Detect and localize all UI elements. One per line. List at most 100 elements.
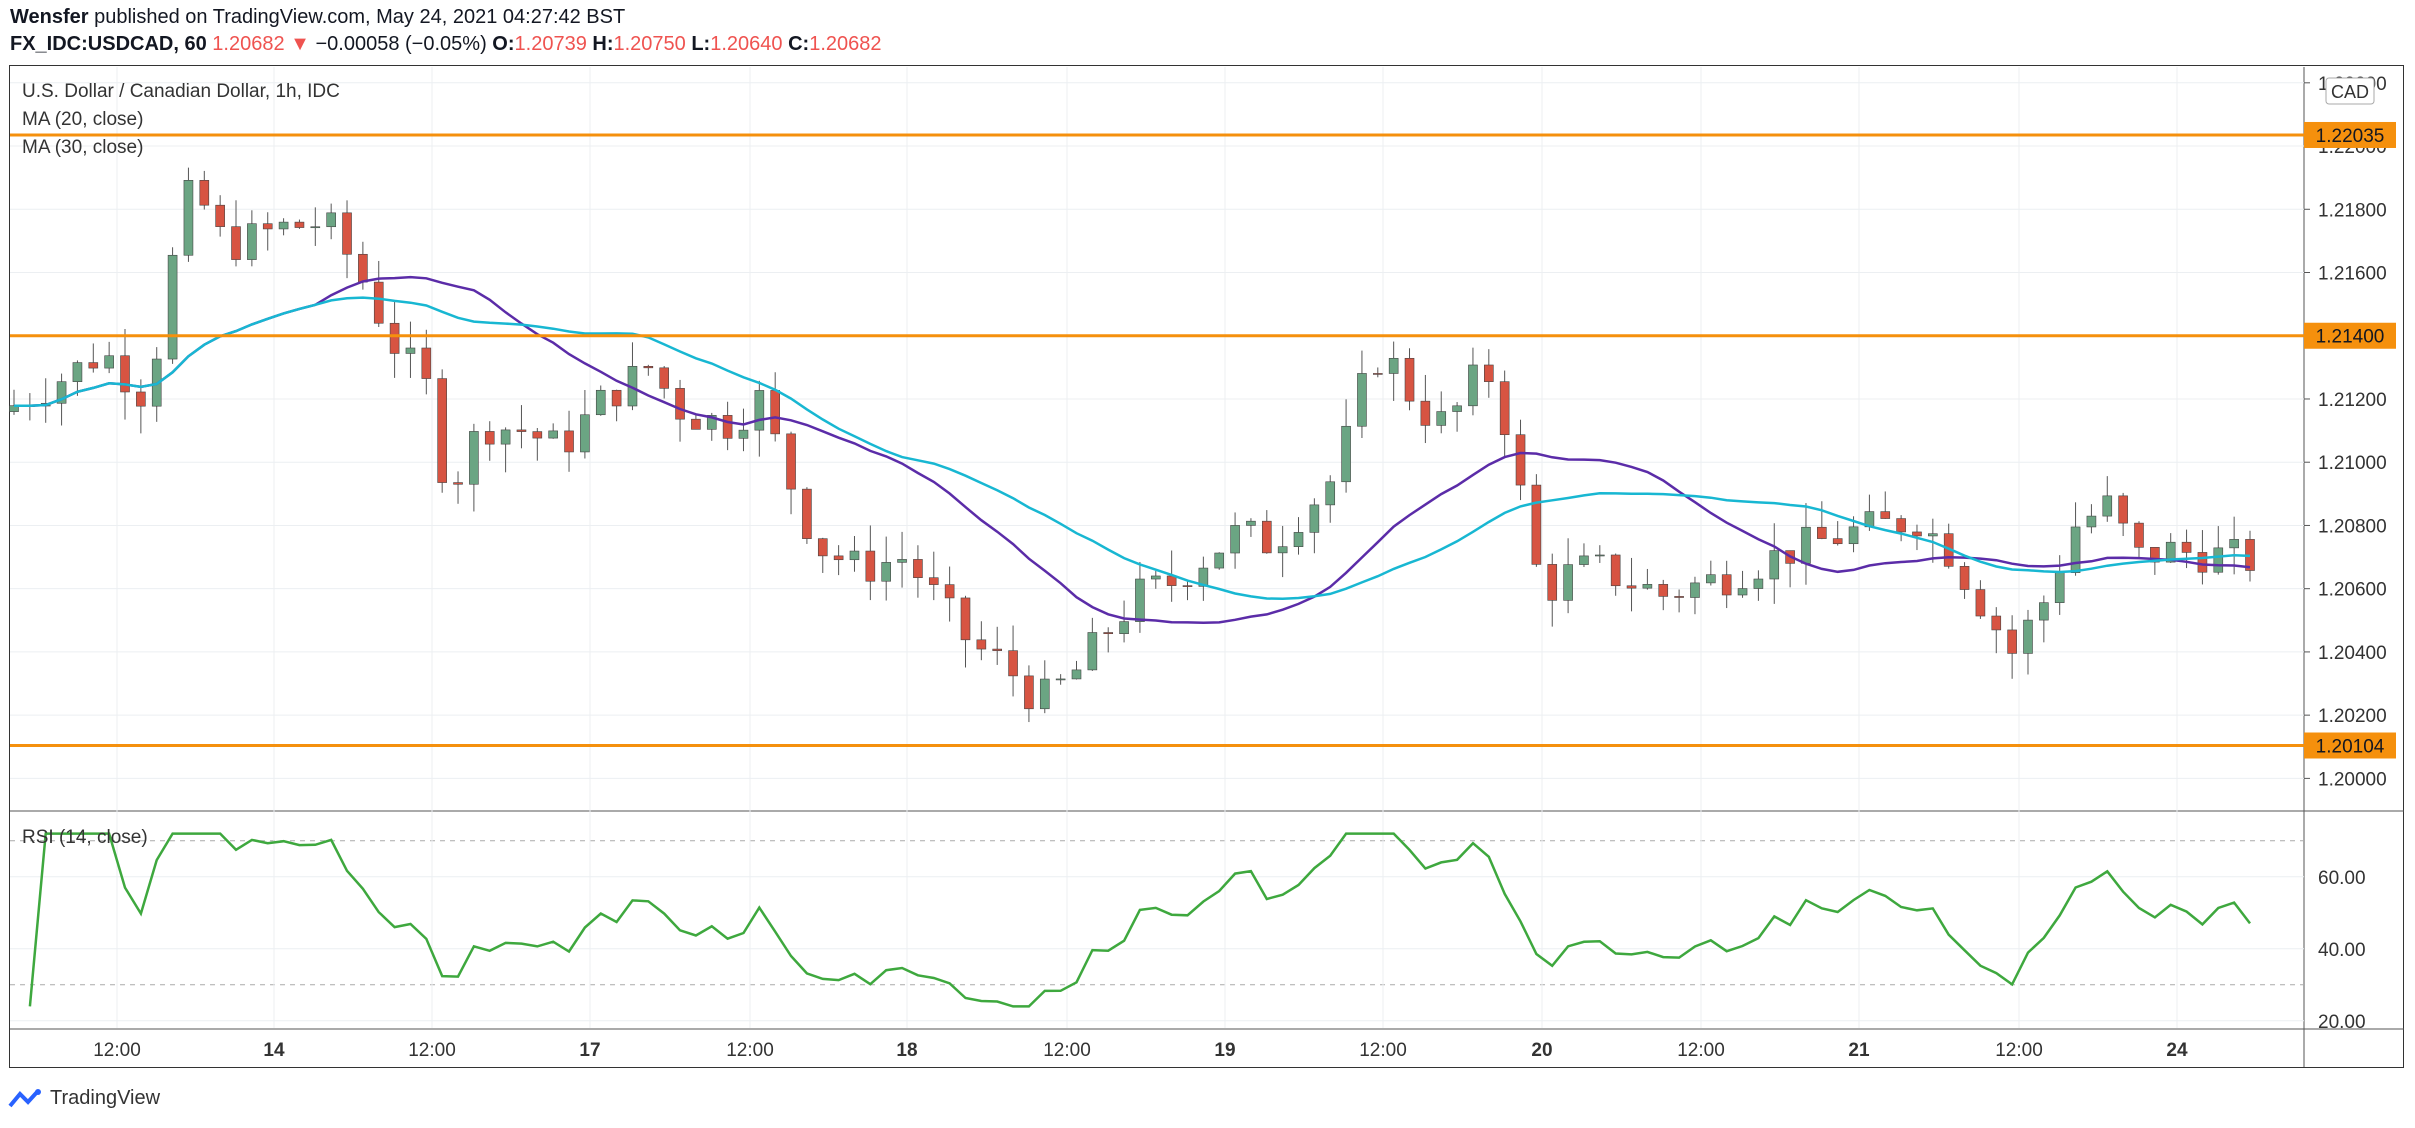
level-badge-label: 1.20104 (2316, 737, 2385, 758)
time-tick-label: 12:00 (1043, 1040, 1091, 1061)
candle-body (1547, 564, 1558, 601)
candle-body (2039, 602, 2049, 621)
candle-body (231, 226, 241, 260)
candle-body (1024, 675, 1034, 710)
candle-body (1135, 578, 1145, 622)
price-tick-label: 1.20000 (2318, 769, 2387, 790)
candle-body (1103, 632, 1114, 635)
candle-body (595, 389, 606, 416)
candle-body (1039, 678, 1050, 710)
footer-brand-label: TradingView (50, 1087, 161, 1109)
ma30-line (13, 296, 2251, 601)
candle-body (437, 378, 447, 483)
tradingview-logo-icon (8, 1088, 41, 1107)
candle-body (2023, 619, 2033, 654)
candle-body (310, 226, 321, 229)
last-price: 1.20682 (212, 33, 285, 55)
candle-body (1150, 575, 1161, 580)
candle-body (786, 433, 796, 490)
legend-rsi[interactable]: RSI (14, close) (22, 827, 148, 848)
candle-body (992, 648, 1003, 651)
time-tick-label: 21 (1848, 1040, 1870, 1061)
time-tick-label: 20 (1531, 1040, 1552, 1061)
legend-ma20[interactable]: MA (20, close) (22, 109, 144, 130)
candle-body (1484, 364, 1494, 382)
change-value: −0.00058 (−0.05%) (315, 33, 487, 55)
candle-body (675, 388, 685, 420)
candle-body (294, 221, 305, 228)
candle-body (1737, 588, 1748, 596)
candle-body (421, 347, 432, 379)
candle-body (1230, 525, 1240, 554)
candle-body (120, 355, 130, 393)
candle-body (2150, 547, 2160, 563)
price-tick-label: 1.21200 (2318, 390, 2387, 411)
candle-body (1832, 538, 1843, 545)
candle-body (1404, 357, 1415, 402)
time-tick-label: 19 (1214, 1040, 1235, 1061)
candle-body (2054, 572, 2065, 603)
candle-body (611, 389, 622, 407)
candle-body (1341, 425, 1351, 483)
candle-body (72, 362, 83, 382)
candle-body (643, 366, 654, 369)
chart-frame (9, 65, 2404, 1068)
level-badge (2304, 732, 2396, 759)
candle-body (865, 550, 876, 582)
published-text: published on TradingView.com, May 24, 20… (94, 6, 626, 28)
low-label: L: (691, 33, 711, 55)
candle-body (1595, 554, 1605, 557)
level-badge (2304, 322, 2396, 349)
level-badge-label: 1.22035 (2316, 126, 2385, 147)
candle-body (897, 559, 907, 563)
legend-ma30[interactable]: MA (30, close) (22, 137, 144, 158)
candle-body (564, 430, 574, 453)
legend-title: U.S. Dollar / Canadian Dollar, 1h, IDC (22, 81, 340, 102)
candle-body (802, 488, 812, 539)
rsi-line (28, 832, 2251, 1008)
candle-body (1261, 520, 1272, 554)
footer-brand[interactable]: TradingView (8, 1087, 160, 1110)
candle-body (1373, 373, 1383, 375)
candle-body (389, 322, 400, 354)
candle-body (928, 577, 939, 585)
close-value: 1.20682 (809, 33, 882, 55)
time-tick-label: 18 (896, 1040, 917, 1061)
candle-body (2086, 515, 2097, 528)
candle-body (1357, 373, 1367, 427)
candle-body (373, 281, 384, 324)
candle-body (199, 180, 210, 206)
candle-body (706, 415, 717, 430)
publish-line: Wensfer published on TradingView.com, Ma… (10, 6, 625, 29)
time-tick-label: 12:00 (1995, 1040, 2043, 1061)
candle-body (1309, 504, 1320, 533)
candle-body (1008, 650, 1018, 677)
price-tick-label: 1.21800 (2318, 200, 2387, 221)
price-tick-label: 1.20400 (2318, 643, 2387, 664)
candle-body (833, 555, 844, 561)
currency-badge[interactable] (2325, 77, 2375, 105)
candle-body (1975, 589, 1986, 617)
candle-body (960, 597, 971, 641)
candle-body (1198, 567, 1209, 587)
candle-body (849, 550, 860, 561)
low-value: 1.20640 (710, 33, 783, 55)
rsi-tick-label: 20.00 (2318, 1012, 2366, 1033)
price-tick-label: 1.20600 (2318, 580, 2387, 601)
candle-body (817, 538, 828, 557)
candle-body (1055, 678, 1066, 681)
author-name[interactable]: Wensfer (10, 6, 89, 28)
candle-body (1325, 481, 1336, 506)
time-tick-label: 24 (2166, 1040, 2188, 1061)
down-arrow-icon: ▼ (290, 33, 310, 55)
candle-body (881, 562, 891, 582)
candle-body (56, 381, 67, 404)
price-tick-label: 1.20200 (2318, 706, 2387, 727)
candle-body (2118, 495, 2128, 524)
time-tick-label: 14 (263, 1040, 285, 1061)
candle-body (1912, 531, 1922, 537)
level-badge-label: 1.21400 (2316, 327, 2385, 348)
candle-body (1166, 575, 1177, 586)
candle-body (247, 223, 257, 260)
